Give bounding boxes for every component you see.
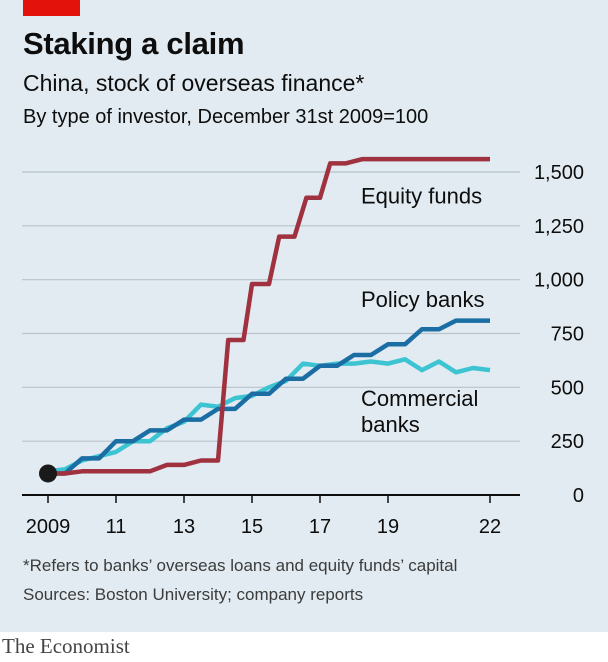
series-label: Commercial: [361, 386, 478, 411]
series-label: Equity funds: [361, 184, 482, 209]
x-tick-label: 2009: [26, 516, 71, 538]
series-label: banks: [361, 412, 420, 437]
y-axis: 0 250 500 750 1,000 1,250 1,500: [534, 162, 584, 507]
start-point-marker: [39, 464, 57, 483]
brand-red-tag: [23, 0, 80, 16]
chart-title: Staking a claim: [23, 26, 245, 61]
grid-lines: [22, 171, 520, 496]
x-tick-label: 22: [479, 516, 501, 538]
x-tick-label: 17: [309, 516, 331, 538]
y-tick-label: 1,500: [534, 162, 584, 184]
x-tick-label: 11: [106, 516, 127, 538]
y-tick-label: 250: [551, 431, 584, 453]
y-tick-label: 1,250: [534, 216, 584, 238]
x-tick-label: 15: [241, 516, 263, 538]
series-lines: [39, 156, 491, 483]
footnote: *Refers to banks’ overseas loans and equ…: [23, 556, 458, 575]
series-line-equity-funds: [48, 156, 490, 476]
source-note: Sources: Boston University; company repo…: [23, 585, 364, 604]
series-line-policy-banks: [48, 318, 490, 476]
chart-panel: Staking a claim China, stock of overseas…: [0, 0, 608, 632]
chart-subtitle: China, stock of overseas finance*: [23, 70, 365, 96]
y-tick-label: 0: [573, 485, 584, 507]
y-tick-label: 500: [551, 377, 584, 399]
series-line-commercial-banks: [47, 357, 491, 474]
chart-description: By type of investor, December 31st 2009=…: [23, 106, 429, 128]
series-label: Policy banks: [361, 287, 485, 312]
y-tick-label: 750: [551, 324, 584, 346]
x-axis: 2009 11 13 15 17 19 22: [26, 495, 501, 538]
economist-logo: The Economist: [2, 634, 130, 658]
x-tick-label: 13: [173, 516, 195, 538]
y-tick-label: 1,000: [534, 270, 584, 292]
x-tick-label: 19: [377, 516, 399, 538]
